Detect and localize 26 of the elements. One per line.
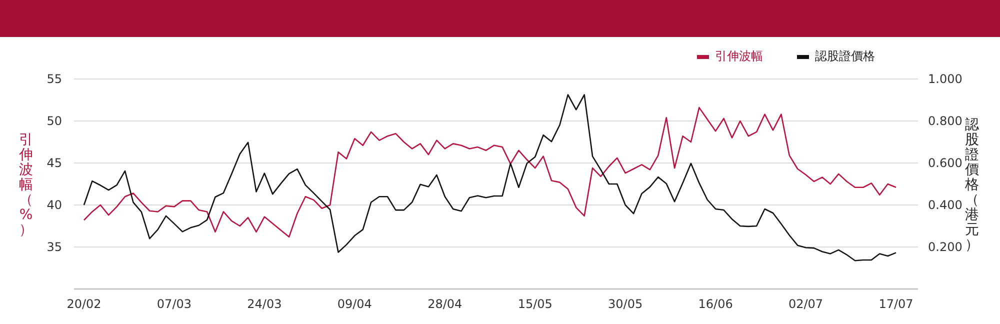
- x-tick-label: 28/04: [428, 297, 462, 311]
- y-tick-label: 40: [46, 198, 62, 212]
- y-axis-title: 引伸波幅（%）: [18, 132, 33, 238]
- x-tick-label: 30/05: [608, 297, 643, 311]
- legend-label: 認股證價格: [815, 49, 875, 63]
- y2-tick-label: 0.400: [928, 198, 962, 212]
- line-series: [83, 106, 897, 238]
- y2-tick-label: 0.200: [928, 240, 962, 254]
- x-tick-label: 09/04: [337, 297, 372, 311]
- y2-tick-label: 1.000: [928, 72, 962, 86]
- text: 認股證價格（港元）: [965, 116, 979, 253]
- x-tick-label: 02/07: [788, 297, 824, 311]
- x-tick-label: 17/07: [878, 297, 914, 311]
- y-tick-label: 55: [46, 72, 62, 86]
- y-tick-label: 45: [46, 156, 62, 170]
- y-tick-label: 35: [46, 240, 62, 254]
- legend-label: 引伸波幅: [715, 49, 763, 63]
- x-tick-label: 24/03: [247, 297, 282, 311]
- x-tick-label: 15/05: [518, 297, 552, 311]
- line-series: [83, 94, 897, 262]
- y-tick-label: 50: [46, 114, 62, 128]
- x-tick-label: 16/06: [698, 297, 733, 311]
- x-tick-label: 07/03: [156, 297, 192, 311]
- y2-tick-label: 0.600: [928, 156, 962, 170]
- y2-tick-label: 0.800: [928, 114, 962, 128]
- x-tick-label: 20/02: [66, 297, 102, 311]
